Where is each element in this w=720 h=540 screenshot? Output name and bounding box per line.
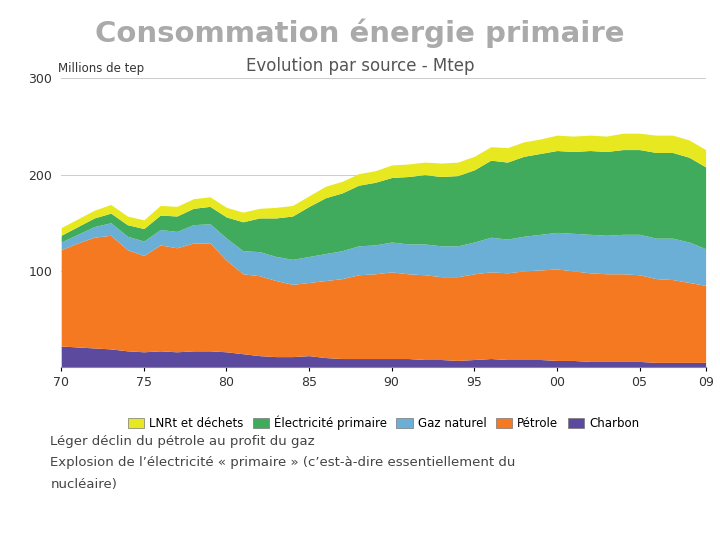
Legend: LNRt et déchets, Électricité primaire, Gaz naturel, Pétrole, Charbon: LNRt et déchets, Électricité primaire, G… xyxy=(123,410,644,435)
Text: nucléaire): nucléaire) xyxy=(50,478,117,491)
Text: Léger déclin du pétrole au profit du gaz: Léger déclin du pétrole au profit du gaz xyxy=(50,435,315,448)
Text: Evolution par source - Mtep: Evolution par source - Mtep xyxy=(246,57,474,75)
Text: Millions de tep: Millions de tep xyxy=(58,63,144,76)
Text: Explosion de l’électricité « primaire » (c’est-à-dire essentiellement du: Explosion de l’électricité « primaire » … xyxy=(50,456,516,469)
Text: Consommation énergie primaire: Consommation énergie primaire xyxy=(95,19,625,49)
